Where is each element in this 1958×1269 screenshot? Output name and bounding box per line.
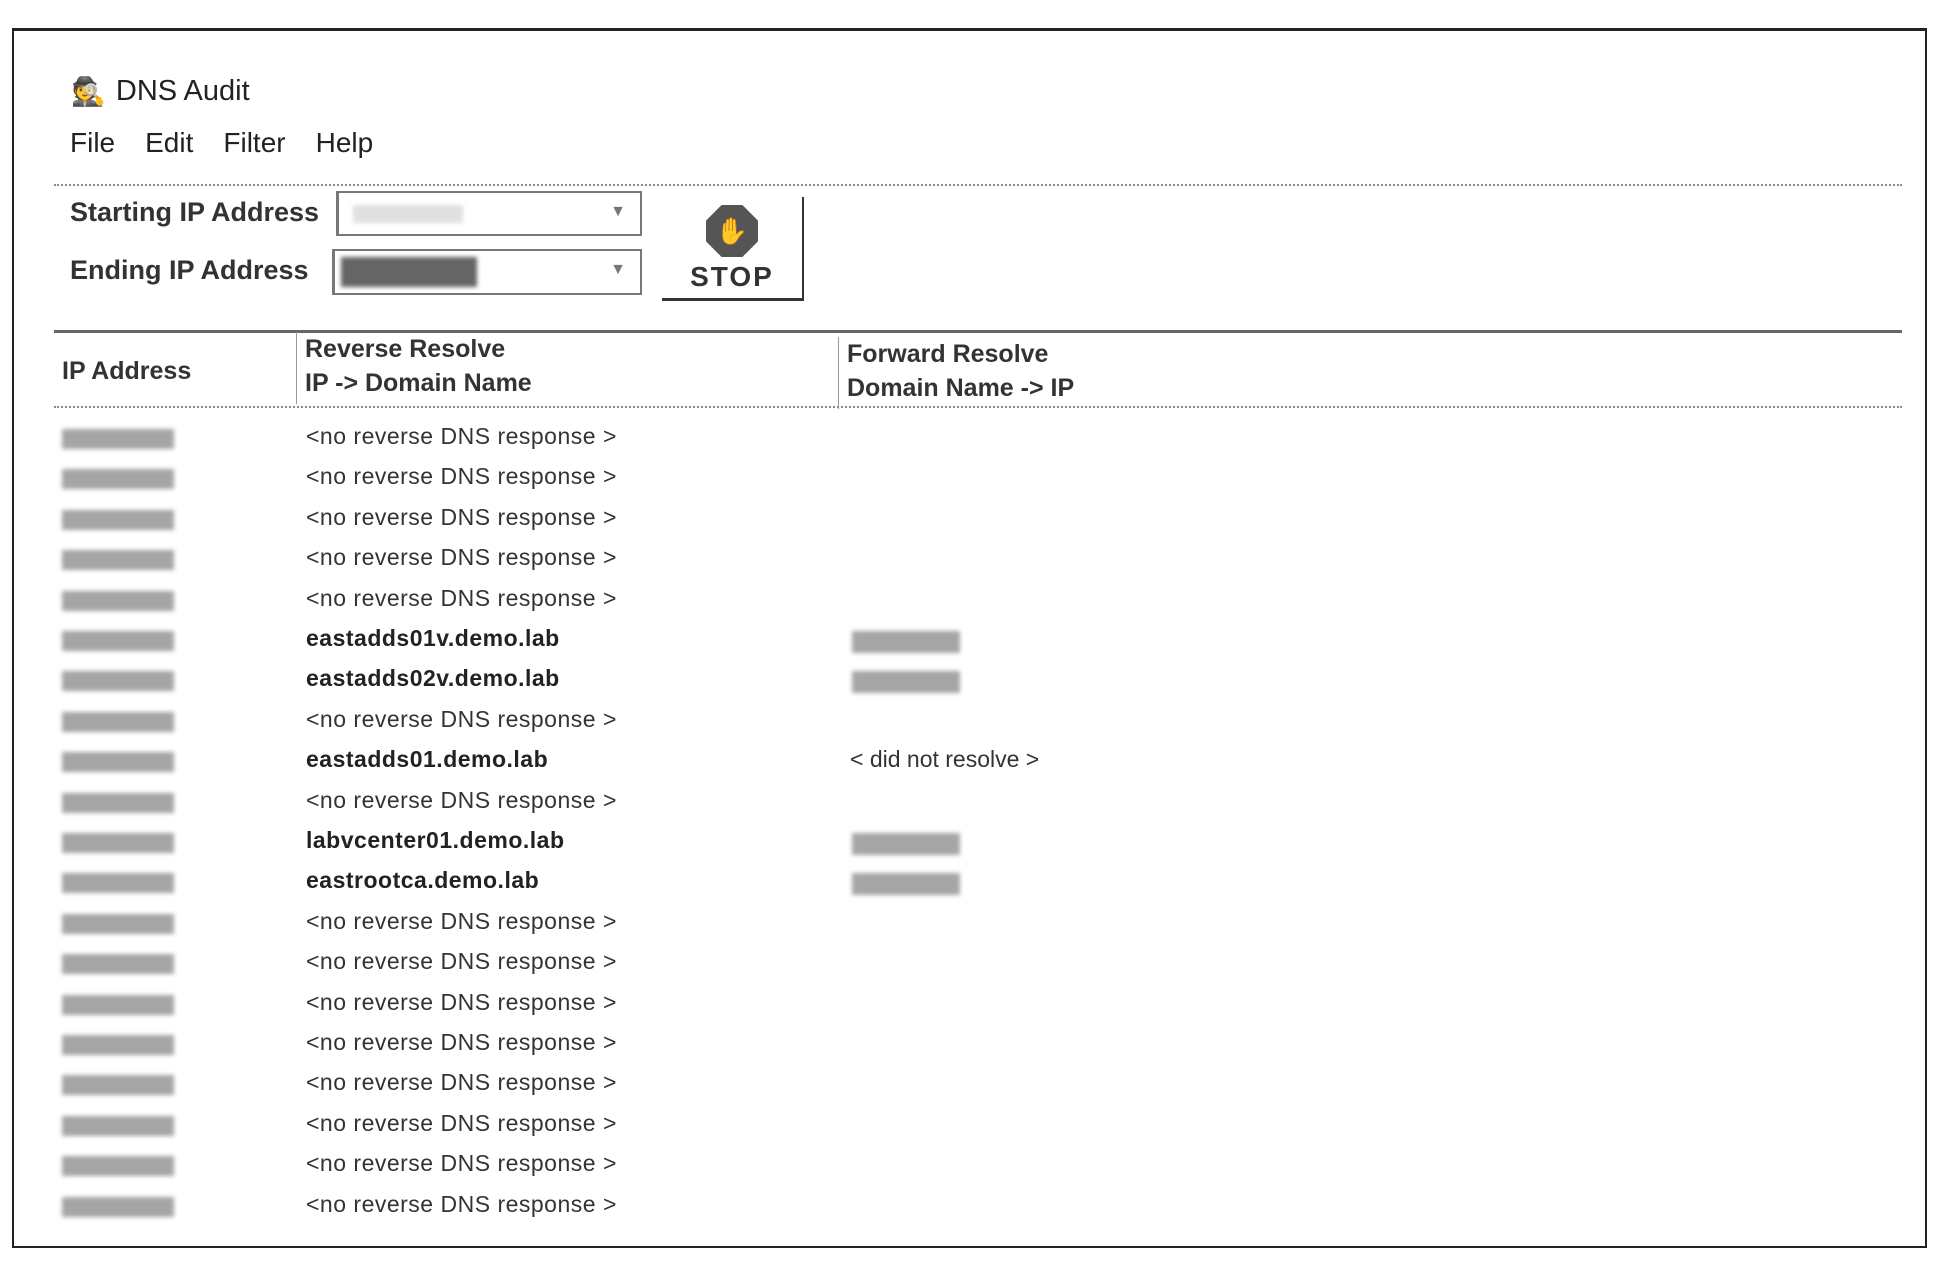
table-row[interactable]: labvcenter01.demo.lab	[14, 825, 1894, 865]
redacted-ip-address	[62, 1035, 174, 1055]
reverse-resolve-cell: <no reverse DNS response >	[306, 1109, 617, 1136]
reverse-resolve-cell: <no reverse DNS response >	[306, 423, 617, 449]
redacted-forward-ip	[852, 671, 960, 694]
reverse-resolve-cell: <no reverse DNS response >	[306, 463, 617, 490]
title-bar: 🕵 DNS Audit	[71, 75, 250, 108]
redacted-ip-address	[62, 873, 174, 894]
redacted-ip-address	[62, 1075, 174, 1096]
reverse-resolve-cell: <no reverse DNS response >	[306, 786, 617, 813]
menu-help[interactable]: Help	[315, 127, 374, 158]
header-sublabel: IP -> Domain Name	[305, 369, 532, 397]
redacted-ip-address	[62, 550, 174, 571]
redacted-ip-address	[62, 590, 174, 611]
table-header-bottom	[54, 406, 1902, 408]
redacted-ip-address	[62, 671, 174, 692]
redacted-forward-ip	[852, 873, 960, 896]
spy-icon: 🕵	[71, 76, 106, 107]
table-row[interactable]: <no reverse DNS response >	[14, 502, 1894, 542]
reverse-resolve-cell: eastadds02v.demo.lab	[306, 665, 560, 692]
redacted-ip	[353, 205, 463, 223]
table-row[interactable]: <no reverse DNS response >	[14, 1189, 1894, 1229]
redacted-ip-address	[62, 752, 174, 773]
header-separator	[54, 330, 1902, 333]
redacted-ip-address	[62, 833, 174, 853]
reverse-resolve-cell: <no reverse DNS response >	[306, 907, 617, 934]
reverse-resolve-cell: eastadds01v.demo.lab	[306, 625, 560, 651]
redacted-ip-address	[62, 1156, 174, 1177]
table-row[interactable]: <no reverse DNS response >	[14, 1067, 1894, 1107]
table-row[interactable]: <no reverse DNS response >	[14, 906, 1894, 946]
reverse-resolve-cell: <no reverse DNS response >	[306, 948, 617, 975]
table-row[interactable]: eastadds02v.demo.lab	[14, 663, 1894, 703]
redacted-ip-address	[62, 994, 174, 1015]
ending-ip-label: Ending IP Address	[70, 255, 309, 285]
table-row[interactable]: <no reverse DNS response >	[14, 1108, 1894, 1148]
header-label: IP Address	[62, 357, 192, 385]
table-row[interactable]: <no reverse DNS response >	[14, 421, 1894, 461]
redacted-ip-address	[62, 509, 174, 530]
redacted-forward-ip	[852, 631, 960, 653]
table-row[interactable]: <no reverse DNS response >	[14, 583, 1894, 623]
dropdown-arrow-icon[interactable]: ▼	[610, 261, 626, 278]
reverse-resolve-cell: <no reverse DNS response >	[306, 1190, 617, 1217]
dropdown-arrow-icon[interactable]: ▼	[610, 203, 626, 220]
reverse-resolve-cell: labvcenter01.demo.lab	[306, 827, 565, 853]
header-forward-resolve[interactable]: Forward Resolve Domain Name -> IP	[838, 337, 1074, 409]
table-row[interactable]: eastadds01.demo.lab < did not resolve >	[14, 744, 1894, 784]
reverse-resolve-cell: <no reverse DNS response >	[306, 584, 617, 611]
results-table: <no reverse DNS response > <no reverse DN…	[14, 421, 1894, 1241]
menu-file[interactable]: File	[70, 127, 116, 158]
redacted-ip-address	[62, 631, 174, 651]
header-sublabel: Domain Name -> IP	[847, 374, 1075, 402]
header-reverse-resolve[interactable]: Reverse Resolve IP -> Domain Name	[296, 332, 532, 404]
stop-button[interactable]: ✋ STOP	[662, 197, 804, 301]
redacted-ip-address	[62, 469, 174, 490]
redacted-ip-address	[62, 792, 174, 813]
redacted-ip-address	[62, 1115, 174, 1136]
reverse-resolve-cell: <no reverse DNS response >	[306, 503, 617, 530]
reverse-resolve-cell: <no reverse DNS response >	[306, 544, 617, 571]
table-row[interactable]: <no reverse DNS response >	[14, 461, 1894, 501]
redacted-ip-address	[62, 954, 174, 975]
reverse-resolve-cell: <no reverse DNS response >	[306, 1150, 617, 1177]
stop-hand-icon: ✋	[706, 205, 758, 257]
table-row[interactable]: <no reverse DNS response >	[14, 704, 1894, 744]
dns-audit-window: 🕵 DNS Audit File Edit Filter Help Starti…	[12, 28, 1927, 1248]
starting-ip-label: Starting IP Address	[70, 197, 320, 227]
reverse-resolve-cell: eastrootca.demo.lab	[306, 867, 540, 894]
window-title: DNS Audit	[115, 75, 250, 107]
starting-ip-combo[interactable]: ▼	[336, 191, 642, 236]
table-row[interactable]: <no reverse DNS response >	[14, 1148, 1894, 1188]
ending-ip-combo[interactable]: ▼	[332, 249, 642, 295]
menu-bar: File Edit Filter Help	[70, 127, 373, 159]
reverse-resolve-cell: <no reverse DNS response >	[306, 1029, 617, 1055]
header-ip-address[interactable]: IP Address	[62, 354, 191, 388]
redacted-forward-ip	[852, 833, 960, 855]
reverse-resolve-cell: eastadds01.demo.lab	[306, 746, 549, 773]
table-row[interactable]: eastadds01v.demo.lab	[14, 623, 1894, 663]
redacted-ip	[341, 257, 477, 287]
table-row[interactable]: <no reverse DNS response >	[14, 785, 1894, 825]
stop-label: STOP	[690, 261, 774, 292]
table-row[interactable]: eastrootca.demo.lab	[14, 865, 1894, 905]
table-row[interactable]: <no reverse DNS response >	[14, 946, 1894, 986]
header-label: Forward Resolve	[847, 340, 1049, 368]
redacted-ip-address	[62, 711, 174, 732]
redacted-ip-address	[62, 1196, 174, 1217]
redacted-ip-address	[62, 913, 174, 934]
redacted-ip-address	[62, 429, 174, 449]
menu-filter[interactable]: Filter	[223, 127, 286, 158]
table-row[interactable]: <no reverse DNS response >	[14, 542, 1894, 582]
reverse-resolve-cell: <no reverse DNS response >	[306, 988, 617, 1015]
table-row[interactable]: <no reverse DNS response >	[14, 987, 1894, 1027]
table-row[interactable]: <no reverse DNS response >	[14, 1027, 1894, 1067]
reverse-resolve-cell: <no reverse DNS response >	[306, 1069, 617, 1096]
menu-separator	[54, 184, 1902, 186]
menu-edit[interactable]: Edit	[145, 127, 194, 158]
reverse-resolve-cell: <no reverse DNS response >	[306, 705, 617, 732]
forward-resolve-cell: < did not resolve >	[850, 746, 1040, 773]
header-label: Reverse Resolve	[305, 335, 506, 363]
